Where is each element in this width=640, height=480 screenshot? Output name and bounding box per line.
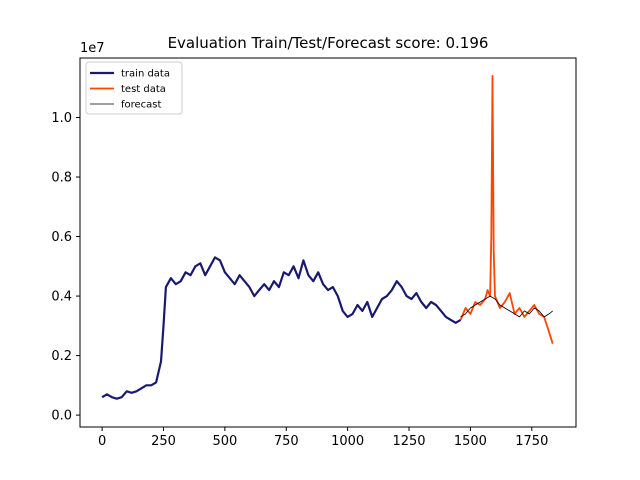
x-tick-label: 1500 [454, 434, 487, 449]
y-tick-label: 0.6 [51, 230, 72, 245]
chart-title: Evaluation Train/Test/Forecast score: 0.… [168, 34, 489, 52]
series-line-2 [460, 295, 553, 318]
x-tick-label: 500 [212, 434, 237, 449]
y-tick-label: 0.4 [51, 290, 72, 305]
axes-frame [79, 57, 577, 428]
x-tick-label: 750 [274, 434, 299, 449]
legend-box [85, 61, 183, 115]
plot-area [101, 75, 554, 400]
y-axis: 0.0 0.2 0.4 0.6 0.8 1.0 [51, 111, 80, 424]
legend-label-0: train data [121, 69, 170, 80]
y-offset-label: 1e7 [80, 41, 105, 56]
x-tick-label: 1750 [515, 434, 548, 449]
legend-label-1: test data [121, 84, 166, 95]
legend-label-2: forecast [121, 100, 162, 111]
legend: train data test data forecast [85, 61, 183, 115]
x-tick-label: 250 [151, 434, 176, 449]
y-tick-label: 0.8 [51, 171, 72, 186]
axes-border [79, 57, 577, 428]
x-tick-label: 0 [98, 434, 106, 449]
x-tick-label: 1000 [331, 434, 364, 449]
y-tick-label: 0.2 [51, 349, 72, 364]
x-tick-label: 1250 [392, 434, 425, 449]
y-tick-label: 1.0 [51, 111, 72, 126]
x-axis: 0 250 500 750 1000 1250 1500 1750 [98, 427, 548, 449]
series-line-0 [101, 256, 462, 400]
y-tick-label: 0.0 [51, 409, 72, 424]
